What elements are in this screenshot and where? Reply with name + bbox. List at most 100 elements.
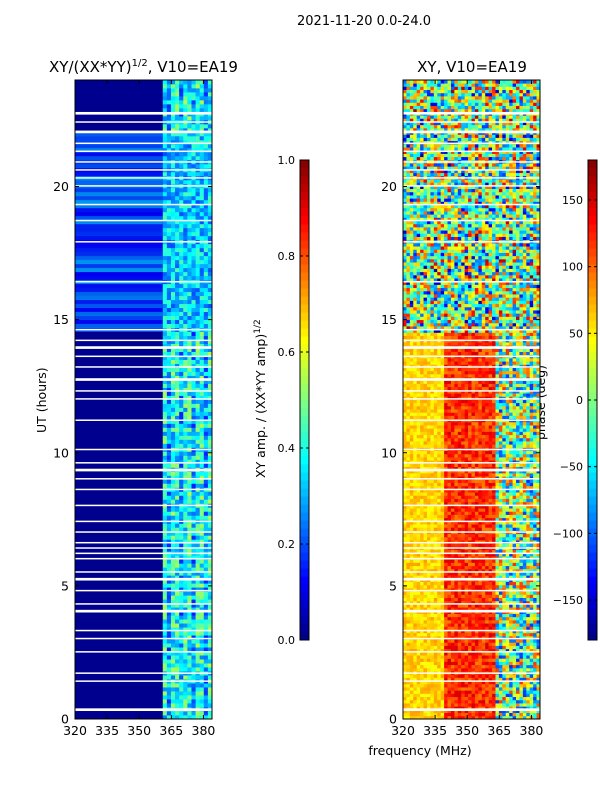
phase-cell — [495, 635, 500, 640]
amplitude-cell — [166, 715, 172, 720]
phase-cell — [495, 572, 500, 576]
phase-cell — [406, 655, 411, 659]
phase-cell — [420, 556, 424, 560]
amplitude-cell — [183, 151, 188, 157]
amplitude-cell — [199, 695, 205, 700]
phase-cell — [474, 517, 479, 522]
amplitude-cell — [162, 147, 168, 153]
phase-cell — [519, 482, 524, 487]
phase-cell — [420, 492, 424, 496]
amplitude-cell — [175, 423, 180, 428]
phase-cell — [426, 703, 431, 707]
phase-cell — [457, 482, 462, 487]
phase-cell — [495, 581, 500, 586]
phase-cell — [468, 504, 472, 509]
phase-cell — [516, 661, 520, 666]
amplitude-cell — [179, 287, 184, 293]
amplitude-cell — [175, 615, 180, 620]
phase-cell — [526, 619, 531, 624]
phase-cell — [430, 520, 435, 525]
amplitude-cell — [175, 87, 180, 93]
phase-cell — [416, 706, 421, 710]
phase-cell — [471, 626, 476, 630]
amplitude-cell — [183, 367, 188, 372]
phase-cell — [433, 584, 438, 589]
amplitude-cell — [195, 395, 200, 400]
phase-cell — [492, 699, 496, 704]
amplitude-cell — [191, 667, 196, 672]
phase-cell — [433, 562, 438, 567]
amplitude-cell — [175, 407, 180, 412]
phase-cell — [416, 552, 421, 557]
phase-cell — [492, 715, 496, 720]
phase-cell — [516, 501, 520, 506]
phase-cell — [505, 572, 510, 576]
phase-cell — [444, 565, 448, 570]
amplitude-cell — [183, 427, 188, 432]
phase-cell — [526, 514, 531, 519]
phase-cell — [430, 645, 435, 650]
phase-cell — [454, 517, 459, 522]
amplitude-cell — [207, 675, 213, 680]
phase-cell — [416, 511, 421, 515]
phase-cell — [495, 504, 500, 509]
phase-cell — [533, 619, 537, 624]
phase-cell — [406, 619, 411, 624]
phase-cell — [516, 651, 520, 656]
phase-cell — [536, 635, 541, 640]
phase-cell — [492, 514, 496, 519]
phase-cell — [519, 696, 524, 701]
phase-cell — [533, 597, 537, 602]
phase-cell — [426, 520, 431, 525]
phase-cell — [478, 591, 483, 595]
amplitude-cell — [187, 311, 192, 317]
phase-cell — [526, 696, 531, 701]
amplitude-cell — [170, 255, 176, 261]
amplitude-cell — [195, 263, 200, 269]
phase-cell — [526, 543, 531, 547]
amplitude-cell — [191, 643, 196, 648]
amplitude-cell — [199, 427, 205, 432]
phase-cell — [416, 536, 421, 541]
amplitude-cell — [179, 583, 184, 588]
amplitude-cell — [166, 455, 172, 460]
amplitude-cell — [166, 539, 172, 544]
amplitude-cell — [195, 343, 200, 348]
amplitude-cell — [207, 507, 213, 512]
amplitude-cell — [203, 115, 209, 121]
phase-cell — [468, 600, 472, 605]
phase-cell — [437, 524, 441, 528]
amplitude-cell — [162, 695, 168, 700]
amplitude-cell — [170, 619, 176, 624]
phase-cell — [509, 540, 513, 544]
amplitude-cell — [207, 135, 213, 141]
amplitude-cell — [207, 603, 213, 608]
phase-cell — [505, 648, 510, 653]
phase-cell — [509, 687, 513, 691]
amplitude-cell — [183, 107, 188, 113]
phase-cell — [450, 504, 455, 509]
phase-cell — [461, 635, 465, 640]
amplitude-cell — [207, 439, 213, 444]
phase-cell — [444, 635, 448, 640]
amplitude-cell — [162, 295, 168, 301]
phase-cell — [471, 565, 476, 570]
phase-cell — [447, 683, 452, 688]
phase-cell — [450, 677, 455, 682]
amplitude-cell — [187, 663, 192, 668]
phase-cell — [471, 524, 476, 528]
phase-cell — [454, 536, 459, 541]
amplitude-cell — [166, 483, 172, 488]
amplitude-cell — [162, 135, 168, 141]
phase-cell — [409, 552, 414, 557]
phase-cell — [495, 597, 500, 602]
phase-cell — [437, 642, 441, 646]
amplitude-cell — [183, 523, 188, 528]
amplitude-cell — [162, 127, 168, 133]
amplitude-cell — [199, 647, 205, 652]
amplitude-cell — [195, 379, 200, 384]
phase-cell — [447, 524, 452, 528]
phase-cell — [464, 661, 469, 666]
phase-cell — [474, 706, 479, 710]
